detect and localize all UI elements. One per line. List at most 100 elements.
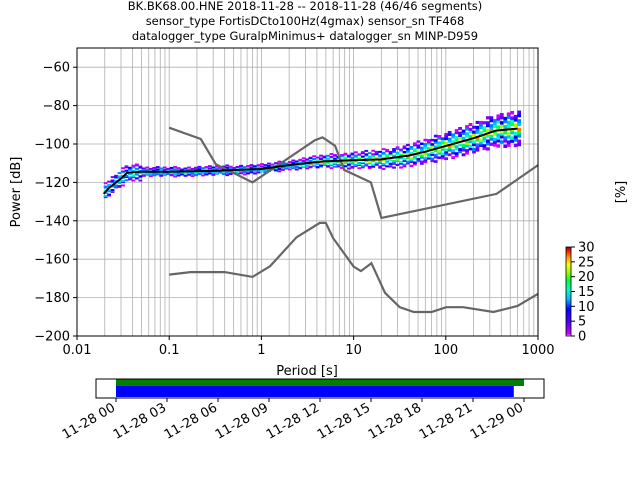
heatmap-cell [423,144,428,148]
heatmap-cell [124,174,129,177]
heatmap-cell [416,158,421,161]
heatmap-cell [482,139,487,143]
colorbar-tick-label: 20 [578,270,595,285]
colorbar-tick-label: 15 [578,285,595,300]
heatmap-cell [371,163,376,166]
heatmap-cell [447,130,452,134]
x-tick-label: 0.1 [159,343,180,358]
heatmap-cell [499,135,504,139]
heatmap-cell [371,153,376,156]
heatmap-cell [444,137,449,141]
y-tick-label: −200 [34,330,70,345]
heatmap-cell [496,120,501,124]
heatmap-cell [472,125,476,129]
heatmap-cell [378,154,383,157]
heatmap-cell [506,143,511,147]
heatmap-cell [117,172,122,175]
heatmap-cell [510,130,515,135]
heatmap-cell [385,153,389,156]
heatmap-cell [152,169,157,172]
heatmap-cell [204,168,209,171]
heatmap-cell [388,162,393,165]
heatmap-cell [367,166,372,169]
heatmap-cell [291,159,296,162]
heatmap-cell [444,150,449,154]
heatmap-cell [114,184,118,187]
heatmap-cell [322,155,327,158]
heatmap-cell [135,167,139,170]
heatmap-cell [437,151,442,155]
heatmap-cell [406,162,410,165]
heatmap-cell [228,165,233,168]
heatmap-cell [406,156,410,159]
heatmap-cell [426,157,431,160]
heatmap-cell [336,164,341,167]
heatmap-cell [399,162,403,165]
heatmap-cell [458,136,462,140]
heatmap-cell [263,171,268,174]
heatmap-cell [496,125,501,129]
heatmap-cell [461,136,466,140]
heatmap-cell [475,130,480,135]
heatmap-cell [277,170,282,173]
x-tick-label: 100 [433,343,458,358]
heatmap-cell [263,164,268,167]
heatmap-cell [103,195,108,198]
heatmap-cell [360,151,365,154]
heatmap-cell [513,123,518,128]
heatmap-cell [468,122,473,127]
heatmap-cell [371,164,376,167]
heatmap-cell [239,164,244,167]
heatmap-cell [402,163,407,166]
heatmap-cell [413,161,417,164]
heatmap-cell [423,160,428,164]
heatmap-cell [479,138,483,142]
heatmap-cell [121,184,125,187]
x-tick-label: 1000 [521,343,554,358]
heatmap-cell [378,165,383,168]
heatmap-cell [194,166,198,169]
heatmap-cell [103,182,108,185]
heatmap-cell [284,162,289,165]
heatmap-cell [277,160,282,163]
colorbar-tick-label: 0 [578,330,586,345]
heatmap-cell [433,139,438,142]
heatmap-cell [419,160,424,163]
heatmap-cell [489,137,494,141]
y-tick-label: −180 [34,291,70,306]
coverage-tick-label: 11-28 09 [213,400,271,442]
heatmap-cell [482,136,487,140]
heatmap-cell [357,157,362,160]
heatmap-cell [402,159,407,162]
heatmap-cell [419,162,424,165]
heatmap-cell [426,140,431,144]
heatmap-cell [371,166,376,169]
heatmap-cell [176,172,181,175]
heatmap-cell [489,142,494,146]
heatmap-cell [416,146,421,149]
heatmap-cell [447,133,452,136]
psd-computed-bar [116,386,514,397]
heatmap-cell [426,155,431,158]
heatmap-cell [437,143,442,147]
heatmap-cell [291,162,296,165]
heatmap-cell [465,125,469,129]
heatmap-cell [107,189,111,192]
heatmap-cell [437,149,442,153]
heatmap-cell [124,165,129,168]
heatmap-cell [461,148,466,152]
heatmap-cell [451,151,456,155]
heatmap-cell [496,117,501,121]
heatmap-cell [402,158,407,161]
x-tick-label: 0.01 [63,343,92,358]
heatmap-cell [440,152,445,156]
heatmap-cell [211,173,216,176]
heatmap-cell [433,141,438,144]
heatmap-cell [326,154,330,157]
heatmap-cell [235,170,240,173]
heatmap-cell [451,156,456,160]
heatmap-cell [503,116,508,121]
heatmap-cell [430,143,435,146]
heatmap-cell [485,121,490,125]
heatmap-cell [274,162,278,165]
